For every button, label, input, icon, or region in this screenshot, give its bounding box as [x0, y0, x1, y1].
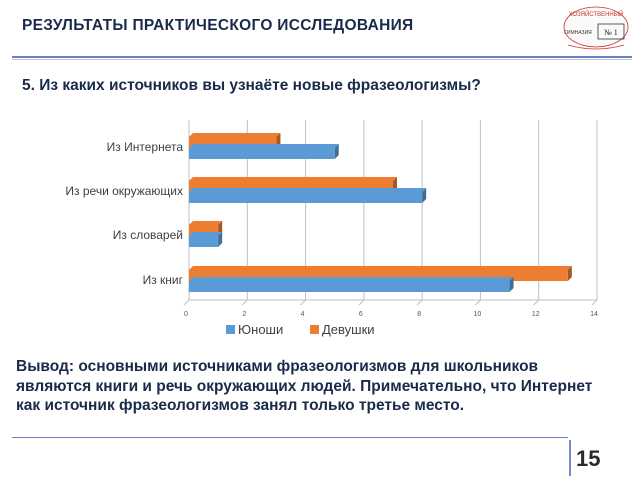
x-tick-label-3: 6	[359, 311, 363, 318]
page-number-divider	[569, 440, 571, 476]
legend-label-boys: Юноши	[238, 322, 283, 337]
bar-girls-3	[189, 270, 568, 281]
logo-number-text: № 1	[604, 28, 618, 37]
school-logo: ХОЗЯЙСТВЕННЫЙ ГИМНАЗИЯ № 1	[563, 6, 629, 50]
bar-boys-side-2	[218, 232, 223, 247]
gridline-depth-4	[416, 299, 423, 306]
x-tick-label-4: 8	[417, 311, 421, 318]
logo-left-text: ГИМНАЗИЯ	[564, 30, 592, 36]
gridline-depth-2	[300, 299, 306, 306]
gridline-depth-3	[358, 299, 365, 306]
bar-boys-1	[189, 192, 423, 203]
bar-girls-0	[189, 137, 277, 148]
bar-boys-top-2	[189, 232, 223, 236]
slide-title: РЕЗУЛЬТАТЫ ПРАКТИЧЕСКОГО ИССЛЕДОВАНИЯ	[22, 17, 414, 34]
header-divider	[12, 56, 632, 58]
x-tick-label-6: 12	[532, 311, 540, 318]
bar-girls-top-3	[189, 266, 572, 270]
x-tick-label-0: 0	[184, 311, 188, 318]
category-label-1: Из речи окружающих	[65, 184, 183, 198]
bar-girls-top-2	[189, 221, 223, 225]
gridline-depth-1	[241, 299, 248, 306]
bar-boys-side-3	[509, 277, 514, 292]
bar-boys-2	[189, 236, 219, 247]
bar-girls-top-1	[189, 177, 397, 181]
x-tick-label-2: 4	[301, 311, 305, 318]
bar-girls-side-3	[567, 266, 572, 281]
logo-top-text: ХОЗЯЙСТВЕННЫЙ	[569, 10, 624, 18]
bar-boys-top-3	[189, 277, 514, 281]
bar-girls-2	[189, 225, 219, 236]
page-number: 15	[576, 446, 601, 471]
bar-boys-top-0	[189, 144, 339, 148]
header-divider-thin	[12, 59, 632, 60]
bar-boys-0	[189, 148, 335, 159]
bar-boys-side-0	[334, 144, 339, 159]
category-label-3: Из книг	[143, 273, 184, 287]
category-label-0: Из Интернета	[107, 140, 184, 154]
question-text: 5. Из каких источников вы узнаёте новые …	[22, 77, 481, 94]
conclusion-text: Вывод: основными источниками фразеологиз…	[16, 358, 593, 414]
footer-divider	[12, 437, 568, 438]
category-label-2: Из словарей	[113, 228, 183, 242]
bar-boys-3	[189, 281, 510, 292]
gridline-depth-5	[475, 299, 481, 306]
legend-swatch-boys	[226, 325, 235, 334]
bar-girls-top-0	[189, 133, 281, 137]
x-tick-label-5: 10	[474, 311, 482, 318]
bar-boys-side-1	[422, 188, 427, 203]
sources-bar-chart: 0 2 4 6 8 10 12 14 Из Интернета Из речи окружающи…	[65, 120, 598, 337]
x-tick-label-7: 14	[590, 311, 598, 318]
x-tick-label-1: 2	[242, 311, 246, 318]
gridline-depth-6	[533, 299, 540, 306]
gridline-depth-7	[591, 299, 598, 306]
legend-label-girls: Девушки	[322, 322, 375, 337]
legend-swatch-girls	[310, 325, 319, 334]
gridline-depth-0	[183, 299, 190, 306]
bar-boys-top-1	[189, 188, 427, 192]
bar-girls-1	[189, 181, 393, 192]
